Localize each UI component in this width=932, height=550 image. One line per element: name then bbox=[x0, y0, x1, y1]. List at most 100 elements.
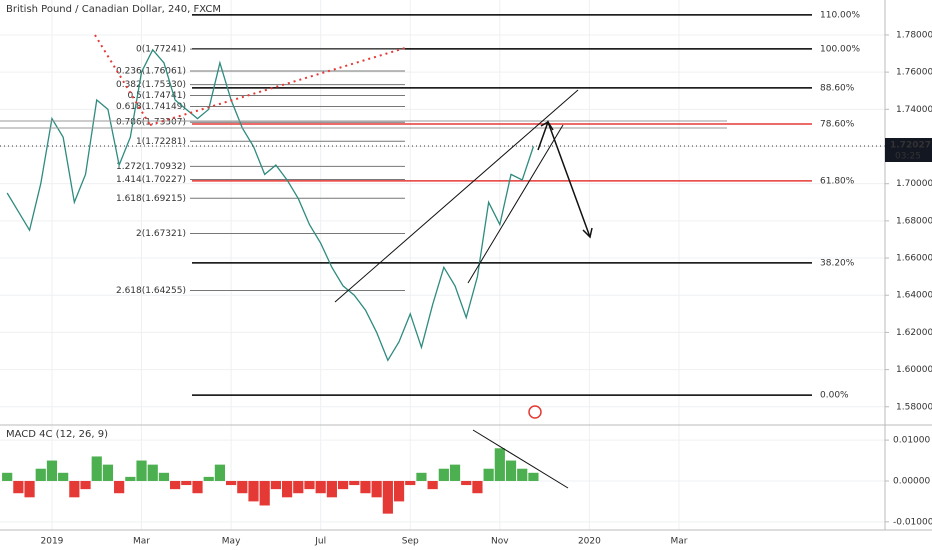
histogram-bar bbox=[46, 460, 58, 481]
histogram-bar bbox=[69, 480, 80, 498]
fib-label: 1.272(1.70932) bbox=[116, 162, 186, 172]
histogram-bar bbox=[382, 480, 393, 514]
fib-label: 78.60% bbox=[820, 120, 855, 130]
histogram-bar bbox=[158, 472, 170, 481]
histogram-bar bbox=[102, 464, 114, 481]
dotted-line bbox=[149, 47, 406, 126]
histogram-bar bbox=[125, 476, 136, 481]
logo bbox=[528, 405, 542, 419]
histogram-bar bbox=[237, 480, 248, 494]
y-tick-label: 1.60000 bbox=[896, 365, 932, 375]
histogram-bar bbox=[349, 480, 360, 486]
fib-label: 0.5(1.74741) bbox=[127, 91, 186, 101]
wedge-line bbox=[467, 124, 564, 284]
histogram-bar bbox=[35, 468, 46, 481]
price-line bbox=[6, 48, 535, 362]
y-tick-label: 1.76000 bbox=[896, 68, 932, 78]
histogram-bar bbox=[281, 480, 293, 498]
histogram-bar bbox=[58, 472, 69, 481]
x-tick-label: Mar bbox=[670, 537, 687, 547]
histogram-bar bbox=[337, 480, 349, 490]
x-tick-label: Mar bbox=[133, 537, 150, 547]
fib-label: 100.00% bbox=[820, 44, 860, 54]
fib-label: 1(1.72281) bbox=[136, 137, 186, 147]
fib-label: 110.00% bbox=[820, 10, 860, 20]
price-tag-label: 1.72027 bbox=[890, 140, 931, 150]
fib-label: 1.414(1.70227) bbox=[116, 175, 186, 185]
histogram-bar bbox=[494, 448, 505, 481]
plot bbox=[0, 48, 885, 514]
y-tick-label: 1.78000 bbox=[896, 30, 932, 40]
histogram-bar bbox=[427, 480, 438, 490]
x-tick-label: 2019 bbox=[41, 537, 64, 547]
fib-label: 0.00% bbox=[820, 391, 849, 401]
histogram-bar bbox=[13, 480, 24, 494]
histogram-bar bbox=[170, 480, 181, 490]
y-tick-label: 0.01000 bbox=[893, 436, 930, 446]
histogram-bar bbox=[505, 460, 517, 481]
fib-label: 2(1.67321) bbox=[136, 229, 186, 239]
axis-panel bbox=[885, 0, 932, 550]
histogram-bar bbox=[449, 464, 461, 481]
histogram-bar bbox=[226, 480, 237, 486]
fib-label: 61.80% bbox=[820, 176, 855, 186]
x-tick-label: Sep bbox=[402, 537, 419, 547]
histogram-bar bbox=[203, 476, 214, 481]
fib-label: 88.60% bbox=[820, 83, 855, 93]
fib-label: 0(1.77241) bbox=[136, 45, 186, 55]
histogram-bar bbox=[304, 480, 315, 490]
axes: 2019 Mar May Jul Sep Nov 2020 Mar 1.78000 1.76000… bbox=[41, 30, 932, 547]
fib-label: 2.618(1.64255) bbox=[116, 286, 186, 296]
histogram-bar bbox=[248, 480, 259, 502]
price-tag bbox=[885, 137, 932, 162]
y-tick-label: 1.74000 bbox=[896, 105, 932, 115]
histogram-bar bbox=[438, 468, 449, 481]
arrow-head bbox=[582, 227, 593, 239]
histogram-bar bbox=[214, 464, 226, 481]
fib-label: 0.786(1.73307) bbox=[116, 118, 186, 128]
x-tick-label: 2020 bbox=[578, 537, 601, 547]
histogram-bar bbox=[405, 480, 416, 486]
arrow-head bbox=[540, 120, 554, 131]
histogram-bar bbox=[371, 480, 382, 498]
histogram-bar bbox=[147, 464, 158, 481]
histogram-bar bbox=[472, 480, 483, 494]
y-tick-label: 1.70000 bbox=[896, 179, 932, 189]
histogram-bar bbox=[360, 480, 371, 494]
histogram-bar bbox=[416, 472, 427, 481]
histogram-bar bbox=[517, 468, 528, 481]
histogram-bar bbox=[315, 480, 326, 494]
y-tick-label: 1.58000 bbox=[896, 402, 932, 412]
chart-title: British Pound / Canadian Dollar, 240, FX… bbox=[6, 4, 221, 15]
x-tick-label: Nov bbox=[491, 537, 509, 547]
histogram-bar bbox=[326, 480, 337, 498]
y-tick-label: 1.64000 bbox=[896, 291, 932, 301]
histogram-bar bbox=[136, 460, 147, 481]
countdown-label: 03:25 bbox=[895, 151, 921, 161]
x-tick-label: Jul bbox=[314, 537, 326, 547]
x-tick-label: May bbox=[222, 537, 241, 547]
fib-label: 0.382(1.75330) bbox=[116, 80, 186, 90]
histogram-bar bbox=[461, 480, 472, 486]
histogram-bar bbox=[528, 472, 539, 481]
y-tick-label: 0.00000 bbox=[893, 476, 930, 486]
trend-line bbox=[472, 429, 569, 489]
histogram-bar bbox=[483, 468, 494, 481]
histogram-bar bbox=[114, 480, 125, 494]
indicator-title: MACD 4C (12, 26, 9) bbox=[6, 429, 108, 440]
histogram-bar bbox=[259, 480, 270, 506]
fib-label: 0.236(1.76061) bbox=[116, 67, 186, 77]
fib-label: 1.618(1.69215) bbox=[116, 194, 186, 204]
histogram-bar bbox=[24, 480, 35, 498]
histogram-bar bbox=[192, 480, 203, 494]
y-tick-label: -0.01000 bbox=[893, 517, 932, 527]
y-tick-label: 1.62000 bbox=[896, 328, 932, 338]
drawings bbox=[0, 34, 727, 489]
histogram-bar bbox=[2, 472, 13, 481]
fib-label: 38.20% bbox=[820, 258, 855, 268]
fib-label: 0.618(1.74149) bbox=[116, 102, 186, 112]
histogram-bar bbox=[80, 480, 91, 490]
histogram-bar bbox=[91, 456, 102, 481]
y-tick-label: 1.68000 bbox=[896, 216, 932, 226]
